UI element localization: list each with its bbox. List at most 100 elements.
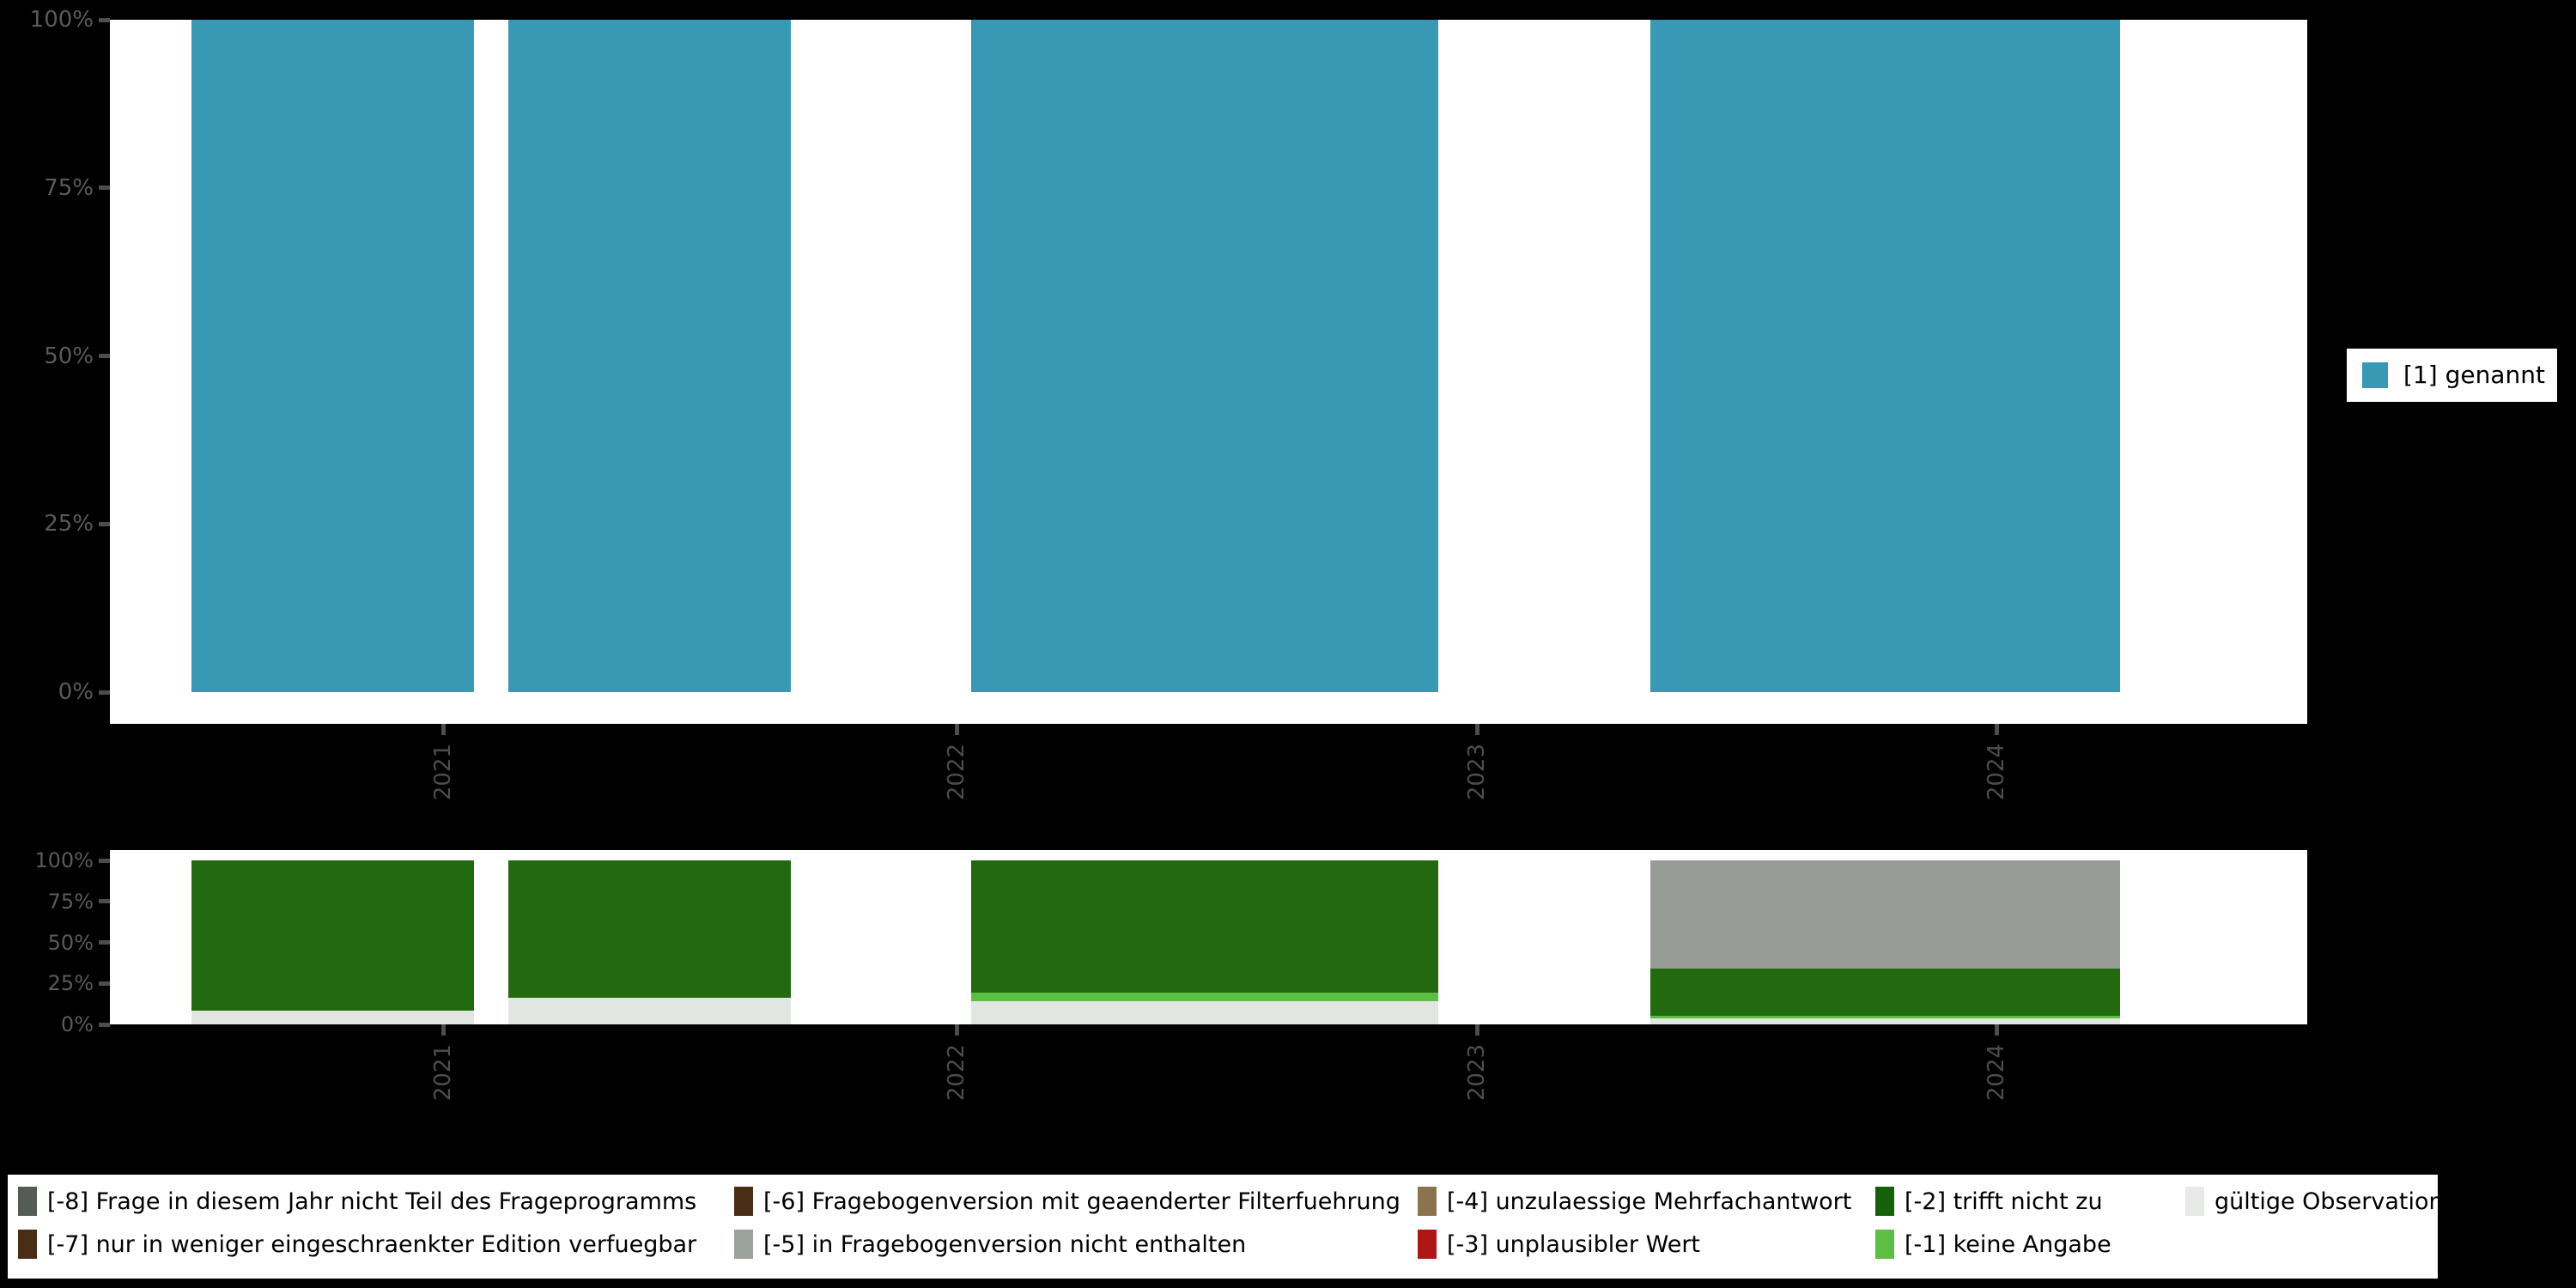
legend-label-minus7: [-7] nur in weniger eingeschraenkter Edi…	[47, 1230, 697, 1258]
legend-swatch-gueltige	[2185, 1187, 2204, 1216]
bar-segment-genannt[interactable]	[1650, 20, 2120, 692]
x-axis-tick: 2024	[1984, 1024, 2009, 1101]
legend-swatch-genannt	[2362, 362, 2388, 388]
x-axis-tick-label: 2024	[1984, 744, 2009, 801]
legend-row-1: [-8] Frage in diesem Jahr nicht Teil des…	[18, 1187, 2472, 1230]
legend-swatch-minus5	[734, 1230, 753, 1259]
bar-segment-gueltige-observationen[interactable]	[971, 1001, 1438, 1024]
legend-label-genannt: [1] genannt	[2403, 361, 2545, 389]
bar-segment-trifft-nicht-zu[interactable]	[971, 860, 1438, 993]
y-axis-tick-mark	[99, 858, 110, 863]
bar-2024[interactable]	[1650, 860, 2120, 1024]
values-plot-area	[110, 20, 2307, 724]
legend-item-minus5: [-5] in Fragebogenversion nicht enthalte…	[734, 1230, 1246, 1259]
legend-label-minus8: [-8] Frage in diesem Jahr nicht Teil des…	[47, 1188, 697, 1215]
missings-chart-panel	[110, 850, 2307, 1024]
y-axis-tick-mark	[99, 17, 110, 22]
bar-2022[interactable]	[508, 20, 791, 692]
legend-row-2: [-7] nur in weniger eingeschraenkter Edi…	[18, 1230, 2438, 1273]
y-axis-tick-label: 100%	[34, 848, 94, 872]
x-axis-tick-mark	[1994, 724, 1999, 735]
legend-swatch-minus1	[1875, 1230, 1894, 1259]
legend-swatch-minus3	[1418, 1230, 1437, 1259]
x-axis-tick-label: 2023	[1464, 744, 1490, 801]
legend-item-minus3: [-3] unplausibler Wert	[1418, 1230, 1700, 1259]
legend-swatch-minus4	[1418, 1187, 1437, 1216]
x-axis-tick-label: 2021	[430, 1044, 456, 1102]
x-axis-tick-label: 2023	[1464, 1044, 1490, 1102]
bar-segment-keine-angabe[interactable]	[971, 992, 1438, 1002]
bar-segment-gueltige-observationen[interactable]	[191, 1010, 474, 1024]
x-axis-tick-mark	[440, 724, 446, 735]
legend-swatch-minus8	[18, 1187, 37, 1216]
x-axis-tick: 2023	[1464, 1024, 1490, 1102]
legend-label-minus5: [-5] in Fragebogenversion nicht enthalte…	[763, 1230, 1247, 1258]
x-axis-tick: 2023	[1464, 724, 1490, 801]
bar-2021[interactable]	[191, 860, 474, 1024]
x-axis-tick: 2021	[430, 724, 456, 801]
lower-panel-y-axis: 100% 75% 50% 25% 0%	[0, 848, 110, 1035]
y-axis-tick-label: 75%	[44, 174, 94, 201]
legend-swatch-minus7	[18, 1230, 37, 1259]
x-axis-tick-mark	[954, 724, 959, 735]
x-axis-tick: 2021	[430, 1024, 456, 1102]
legend-item-minus7: [-7] nur in weniger eingeschraenkter Edi…	[18, 1230, 696, 1259]
y-axis-tick-mark	[99, 185, 110, 191]
x-axis-tick-mark	[1474, 724, 1479, 735]
x-axis-tick-mark	[954, 1024, 959, 1036]
bar-2022[interactable]	[508, 860, 791, 1024]
x-axis-tick-label: 2021	[430, 744, 456, 801]
x-axis-tick-mark	[1994, 1024, 1999, 1036]
y-axis-tick-mark	[99, 690, 110, 695]
bar-2023[interactable]	[971, 20, 1438, 692]
bar-segment-trifft-nicht-zu[interactable]	[1650, 969, 2120, 1016]
bar-segment-genannt[interactable]	[508, 20, 791, 692]
x-axis-tick: 2024	[1984, 724, 2009, 801]
legend-item-minus6: [-6] Fragebogenversion mit geaenderter F…	[734, 1187, 1400, 1216]
y-axis-tick-label: 0%	[58, 679, 94, 705]
bar-2024[interactable]	[1650, 20, 2120, 692]
upper-panel-y-axis: 100% 75% 50% 25% 0%	[0, 9, 110, 724]
legend-item-minus8: [-8] Frage in diesem Jahr nicht Teil des…	[18, 1187, 696, 1216]
legend-item-gueltige: gültige Observationen	[2185, 1187, 2472, 1216]
values-legend: [1] genannt	[2347, 349, 2557, 402]
upper-panel-x-axis: 2021 2022 2023 2024	[110, 724, 2307, 848]
y-axis-tick-label: 100%	[29, 7, 94, 33]
y-axis-tick-mark	[99, 981, 110, 986]
x-axis-tick-mark	[440, 1024, 446, 1036]
legend-label-minus1: [-1] keine Angabe	[1905, 1230, 2111, 1258]
bar-2021[interactable]	[191, 20, 474, 692]
bar-segment-trifft-nicht-zu[interactable]	[508, 860, 791, 998]
legend-label-minus6: [-6] Fragebogenversion mit geaenderter F…	[763, 1188, 1400, 1215]
y-axis-tick-label: 50%	[44, 343, 94, 369]
bar-segment-trifft-nicht-zu[interactable]	[191, 860, 474, 1011]
y-axis-tick-mark	[99, 1022, 110, 1027]
bar-segment-genannt[interactable]	[971, 20, 1438, 692]
legend-swatch-minus2	[1875, 1187, 1894, 1216]
y-axis-tick-label: 25%	[44, 511, 94, 538]
bar-2023[interactable]	[971, 860, 1438, 1024]
x-axis-tick-label: 2022	[944, 1044, 969, 1102]
x-axis-tick-mark	[1474, 1024, 1479, 1036]
bar-segment-gueltige-observationen[interactable]	[508, 997, 791, 1024]
y-axis-tick-mark	[99, 899, 110, 904]
legend-item-minus2: [-2] trifft nicht zu	[1875, 1187, 2103, 1216]
bar-segment-nicht-enthalten[interactable]	[1650, 860, 2120, 969]
y-axis-tick-label: 0%	[60, 1012, 94, 1036]
x-axis-tick: 2022	[944, 724, 969, 800]
legend-item-minus4: [-4] unzulaessige Mehrfachantwort	[1418, 1187, 1851, 1216]
legend-label-minus2: [-2] trifft nicht zu	[1905, 1188, 2103, 1215]
legend-label-gueltige: gültige Observationen	[2215, 1188, 2473, 1215]
y-axis-tick-label: 50%	[47, 930, 94, 955]
y-axis-tick-label: 25%	[47, 971, 94, 996]
bar-segment-keine-angabe[interactable]	[1650, 1015, 2120, 1019]
missings-plot-area	[110, 850, 2307, 1024]
missings-legend: [-8] Frage in diesem Jahr nicht Teil des…	[8, 1175, 2472, 1279]
y-axis-tick-mark	[99, 354, 110, 358]
bar-segment-genannt[interactable]	[191, 20, 474, 692]
y-axis-tick-mark	[99, 940, 110, 945]
bar-segment-gueltige-observationen[interactable]	[1650, 1018, 2120, 1024]
lower-panel-x-axis: 2021 2022 2023 2024	[110, 1024, 2307, 1149]
legend-label-minus3: [-3] unplausibler Wert	[1447, 1230, 1701, 1258]
legend-item-minus1: [-1] keine Angabe	[1875, 1230, 2111, 1259]
